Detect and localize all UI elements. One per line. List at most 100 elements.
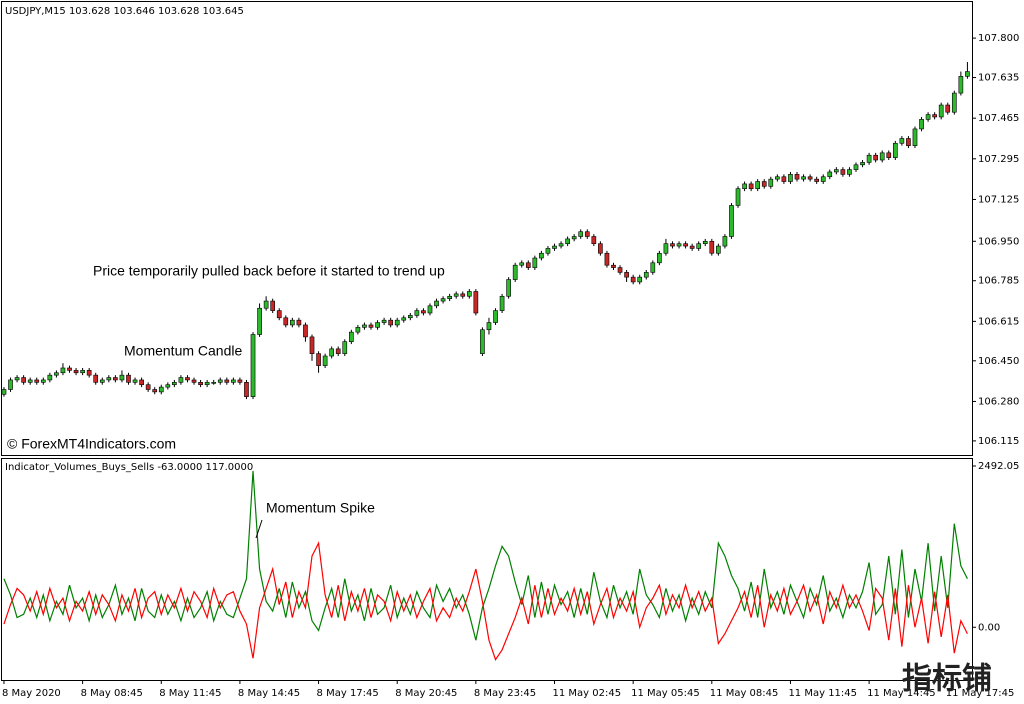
candle-body [316, 353, 321, 366]
candle-body [748, 183, 754, 189]
copyright: © ForexMT4Indicators.com [7, 436, 176, 452]
candle-body [211, 382, 217, 384]
candle-body [381, 319, 387, 323]
candle-body [244, 382, 249, 397]
annotation: Momentum Candle [124, 343, 242, 359]
candle-body [827, 171, 833, 178]
candle-body [145, 384, 151, 390]
x-tick-label: 8 May 23:45 [474, 688, 536, 699]
candle-body [768, 178, 774, 187]
x-tick-label: 8 May 20:45 [395, 688, 457, 699]
candle-body [637, 276, 643, 283]
candle-body [814, 178, 820, 182]
candle-body [781, 176, 787, 182]
candle-body [394, 319, 400, 326]
candle-body [919, 119, 924, 130]
price-panel [1, 1, 973, 456]
candle-body [231, 379, 236, 383]
candle-body [224, 379, 230, 383]
y-tick-label: 107.635 [978, 73, 1019, 84]
candle-body [539, 252, 544, 259]
watermark: 指标铺 [902, 662, 992, 697]
candle-body [270, 300, 276, 311]
candle-body [165, 384, 171, 388]
candle-body [525, 262, 531, 268]
x-tick-label: 11 May 05:45 [631, 688, 700, 699]
candle-body [335, 348, 341, 354]
candle-body [217, 379, 223, 383]
candle-body [54, 372, 59, 376]
candle-body [552, 245, 557, 249]
candle-body [257, 307, 262, 335]
candle-body [702, 240, 708, 244]
candle-body [158, 386, 164, 393]
candle-body [480, 329, 485, 354]
x-tick-label: 8 May 08:45 [81, 688, 143, 699]
y-tick-label: 107.125 [978, 194, 1019, 205]
candle-body [840, 169, 846, 175]
candle-body [958, 76, 964, 94]
candle-body [486, 322, 492, 331]
candle-body [689, 245, 695, 249]
candle-body [578, 231, 584, 237]
candle-body [172, 382, 177, 386]
candle-body [696, 243, 702, 249]
indicator-line [3, 541, 968, 661]
y-tick-label: 106.785 [978, 276, 1019, 287]
candle-body [860, 162, 865, 166]
candle-body [506, 279, 511, 297]
candle-body [519, 262, 525, 266]
candle-body [735, 188, 741, 206]
candle-body [565, 238, 570, 244]
candle-body [630, 276, 636, 283]
candle-body [322, 355, 328, 366]
plot-layer: 107.800 107.635 107.465 107.295 107.125 106.9… [1, 33, 1019, 699]
candle-body [643, 272, 649, 278]
x-tick-label: 11 May 11:45 [788, 688, 857, 699]
candle-body [362, 324, 367, 328]
candle-body [460, 293, 466, 297]
candle-body [611, 264, 616, 268]
candle-body [290, 319, 295, 326]
candle-body [598, 243, 603, 254]
annotation-arrow [255, 519, 263, 539]
candle-body [355, 327, 361, 333]
candle-body [185, 377, 190, 381]
candle-body [67, 367, 72, 371]
candle-body [47, 374, 53, 381]
candle-body [250, 334, 256, 397]
candle-body [925, 114, 931, 120]
candle-body [591, 236, 597, 244]
candle-body [604, 252, 610, 266]
candle-body [421, 310, 426, 314]
candle-body [709, 240, 715, 254]
candle-body [820, 176, 826, 182]
x-tick-label: 8 May 2020 [2, 688, 61, 699]
candle-body [493, 310, 498, 323]
x-tick-label: 11 May 17:45 [946, 688, 1015, 699]
candle-body [86, 370, 92, 376]
candle-body [296, 319, 302, 326]
x-tick-label: 11 May 14:45 [867, 688, 936, 699]
y-tick-label: 107.800 [978, 33, 1019, 44]
indicator-header: Indicator_Volumes_Buys_Sells -63.0000 11… [5, 462, 253, 473]
candle-body [27, 379, 33, 383]
y-tick-label: 107.295 [978, 154, 1019, 165]
candle-body [40, 379, 46, 383]
x-tick-label: 11 May 08:45 [710, 688, 779, 699]
candle-body [152, 389, 158, 393]
candle-body [853, 164, 859, 170]
candle-body [93, 374, 99, 383]
candle-body [401, 317, 407, 321]
candle-body [663, 243, 669, 254]
x-tick-label: 8 May 14:45 [238, 688, 300, 699]
candle-body [761, 181, 767, 187]
candle-body [447, 295, 452, 299]
candle-body [558, 243, 564, 247]
candle-body [73, 370, 79, 374]
candle-body [801, 176, 806, 180]
candle-body [113, 377, 118, 381]
candle-body [879, 152, 885, 161]
